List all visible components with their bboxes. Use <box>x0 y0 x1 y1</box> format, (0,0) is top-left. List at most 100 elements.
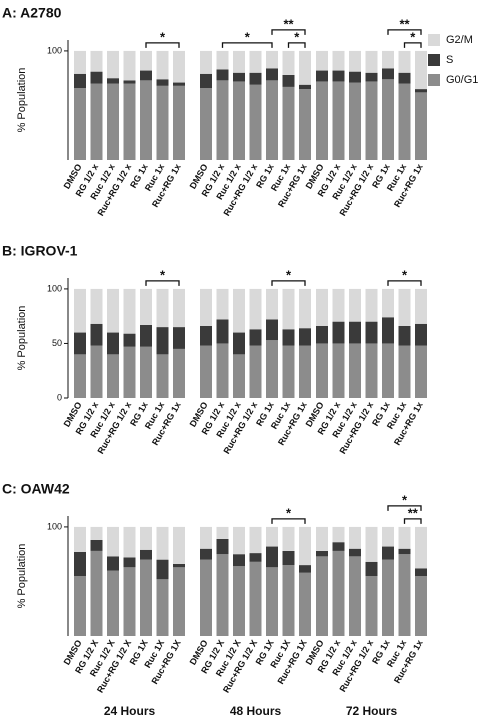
bar-segment <box>332 288 345 322</box>
significance-label: ** <box>408 505 419 520</box>
bar-segment <box>299 345 311 398</box>
bar-segment <box>200 326 212 346</box>
legend-label: G2/M <box>446 34 473 46</box>
bar-segment <box>398 326 411 346</box>
bar-segment <box>249 561 262 636</box>
bar-segment <box>398 548 411 555</box>
bar-segment <box>382 317 394 344</box>
bar-segment <box>233 288 245 333</box>
bar-segment <box>90 550 103 636</box>
bar-segment <box>74 88 86 160</box>
bar-segment <box>349 321 361 344</box>
bar-segment <box>156 354 169 398</box>
bar-segment <box>349 343 361 398</box>
bar-segment <box>266 288 278 320</box>
bar-segment <box>266 526 278 547</box>
significance-bracket <box>271 280 306 286</box>
bar-segment <box>156 327 169 355</box>
bar-segment <box>415 92 427 160</box>
y-axis-label: % Population <box>16 68 28 133</box>
bar-segment <box>233 50 245 73</box>
chart-title: A: A2780 <box>2 5 62 21</box>
bar-segment <box>74 354 86 398</box>
bar-segment <box>156 50 169 80</box>
significance-bracket <box>271 518 306 524</box>
bar-segment <box>140 559 152 636</box>
significance-bracket <box>271 29 306 35</box>
significance-label: * <box>402 492 408 507</box>
bar-segment <box>249 553 262 562</box>
bar-segment <box>216 554 229 636</box>
significance-label: * <box>294 29 300 44</box>
bar-segment <box>249 50 262 73</box>
bar-segment <box>74 73 86 88</box>
bar-segment <box>282 565 295 636</box>
bar-segment <box>216 526 229 539</box>
bar-segment <box>200 526 212 549</box>
bar-segment <box>200 345 212 398</box>
bar-segment <box>140 324 152 347</box>
bar-segment <box>200 288 212 326</box>
bar-segment <box>282 550 295 566</box>
bar-segment <box>140 526 152 550</box>
bar-segment <box>140 288 152 325</box>
bar-segment <box>349 526 361 549</box>
bar-segment <box>299 50 311 85</box>
bar-segment <box>107 332 119 355</box>
bar-segment <box>316 550 328 557</box>
bar-segment <box>200 559 212 636</box>
bar-segment <box>365 288 378 322</box>
bar-segment <box>316 81 328 160</box>
bar-segment <box>382 79 394 160</box>
bar-segment <box>123 346 136 398</box>
bar-segment <box>299 526 311 566</box>
bar-segment <box>266 68 278 81</box>
chart-title: B: IGROV-1 <box>2 243 78 259</box>
y-tick-label: 0 <box>57 392 62 402</box>
bar-segment <box>107 570 119 636</box>
bar-segment <box>398 345 411 398</box>
bar-segment <box>415 50 427 90</box>
bar-segment <box>107 526 119 557</box>
bar-segment <box>332 343 345 398</box>
bar-segment <box>233 554 245 567</box>
bar-segment <box>123 526 136 558</box>
bar-segment <box>74 552 86 576</box>
bar-segment <box>382 288 394 318</box>
bar-segment <box>90 540 103 551</box>
bar-segment <box>249 288 262 330</box>
bar-segment <box>365 321 378 344</box>
bar-segment <box>415 576 427 636</box>
bar-segment <box>415 568 427 576</box>
significance-label: ** <box>399 16 410 31</box>
bar-segment <box>365 561 378 576</box>
significance-label: ** <box>283 16 294 31</box>
bar-segment <box>299 565 311 573</box>
bar-segment <box>266 567 278 636</box>
bar-segment <box>282 50 295 75</box>
group-label: 24 Hours <box>104 704 156 718</box>
bar-segment <box>200 73 212 88</box>
bar-segment <box>415 89 427 93</box>
bar-segment <box>173 526 185 564</box>
legend-swatch <box>428 74 440 86</box>
bar-segment <box>266 50 278 69</box>
bar-segment <box>90 323 103 346</box>
bar-segment <box>90 71 103 84</box>
bar-segment <box>398 288 411 326</box>
significance-label: * <box>286 267 292 282</box>
bar-segment <box>156 79 169 86</box>
bar-segment <box>74 576 86 636</box>
legend-label: G0/G1 <box>446 74 478 86</box>
bar-segment <box>140 80 152 160</box>
bar-segment <box>349 288 361 322</box>
bar-segment <box>398 50 411 73</box>
bar-segment <box>123 288 136 334</box>
bar-segment <box>299 288 311 329</box>
bar-segment <box>382 526 394 547</box>
bar-segment <box>90 288 103 324</box>
y-axis-label: % Population <box>16 544 28 609</box>
bar-segment <box>107 288 119 333</box>
bar-segment <box>382 50 394 69</box>
